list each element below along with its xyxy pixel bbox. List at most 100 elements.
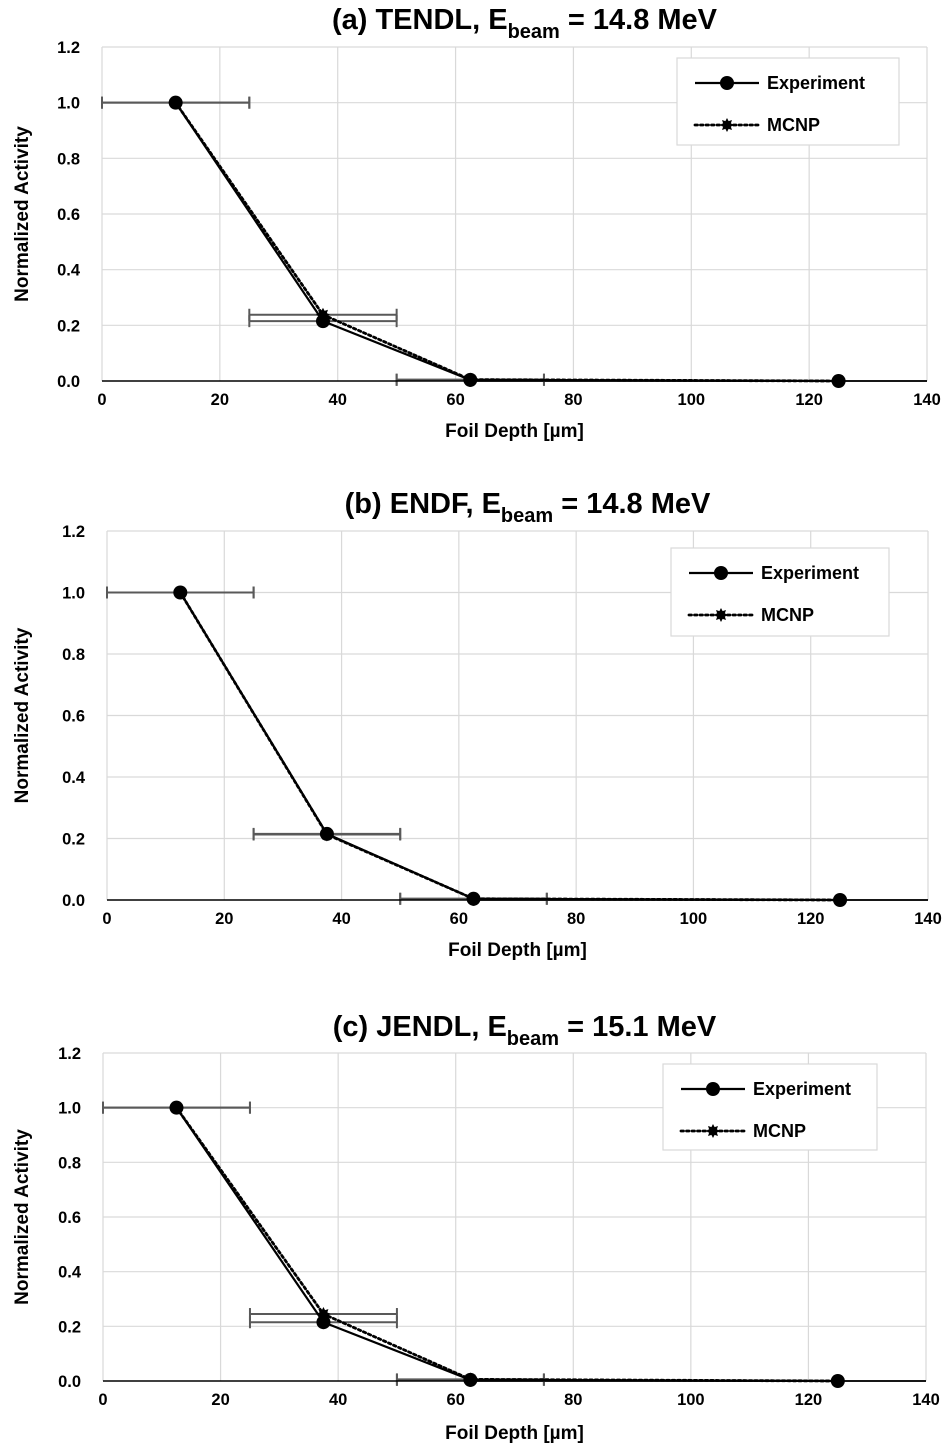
y-tick-label: 0.8 — [58, 1154, 81, 1172]
y-tick-label: 0.6 — [58, 1209, 81, 1227]
x-tick-label: 120 — [795, 1391, 823, 1409]
chart-title: (c) JENDL, Ebeam = 15.1 MeV — [333, 1011, 717, 1050]
x-tick-label: 20 — [211, 391, 229, 409]
legend-marker-experiment — [706, 1082, 720, 1096]
y-tick-label: 0.2 — [57, 317, 80, 335]
chart-title-subscript: beam — [501, 505, 553, 527]
y-tick-label: 0.0 — [57, 373, 80, 391]
x-tick-label: 0 — [98, 1391, 107, 1409]
data-point-mcnp — [315, 307, 330, 322]
x-tick-label: 20 — [211, 1391, 229, 1409]
data-point-mcnp — [463, 1372, 478, 1387]
x-axis-label: Foil Depth [µm] — [445, 1423, 584, 1444]
y-tick-label: 0.6 — [62, 708, 85, 726]
x-tick-label: 120 — [797, 910, 825, 928]
chart-title: (b) ENDF, Ebeam = 14.8 MeV — [345, 488, 711, 527]
legend-label: Experiment — [753, 1079, 851, 1099]
chart-title-main: (b) ENDF, E — [345, 488, 501, 520]
series-line-mcnp — [175, 1106, 840, 1383]
data-point-mcnp — [466, 891, 481, 906]
x-tick-label: 60 — [450, 910, 468, 928]
x-tick-label: 20 — [215, 910, 233, 928]
chart-title-main: (c) JENDL, E — [333, 1011, 507, 1043]
y-tick-label: 0.0 — [62, 892, 85, 910]
x-tick-label: 140 — [913, 391, 941, 409]
y-tick-label: 0.2 — [58, 1318, 81, 1336]
legend-box — [670, 547, 890, 637]
x-tick-label: 80 — [564, 1391, 582, 1409]
x-tick-label: 40 — [332, 910, 350, 928]
x-tick-label: 0 — [97, 391, 106, 409]
y-tick-label: 0.2 — [62, 831, 85, 849]
legend-label: MCNP — [767, 115, 820, 135]
y-axis-label: Normalized Activity — [12, 1129, 33, 1305]
x-tick-label: 60 — [446, 391, 464, 409]
chart-panel-1: (b) ENDF, Ebeam = 14.8 MeV 0 20 40 60 80 100 12… — [12, 488, 942, 961]
series-line-experiment — [179, 591, 841, 902]
chart-title-tail: = 14.8 MeV — [560, 4, 718, 36]
legend: Experiment MCNP — [670, 547, 890, 637]
x-tick-label: 40 — [329, 391, 347, 409]
x-tick-label: 120 — [795, 391, 823, 409]
data-point-experiment — [316, 1315, 331, 1330]
legend-marker-mcnp — [714, 608, 728, 622]
x-tick-label: 140 — [914, 910, 942, 928]
y-tick-label: 0.4 — [62, 769, 86, 787]
x-tick-label: 40 — [329, 1391, 347, 1409]
x-tick-label: 100 — [678, 391, 706, 409]
legend-label: Experiment — [761, 563, 859, 583]
legend-marker-experiment — [720, 76, 734, 90]
legend-box — [662, 1063, 878, 1151]
y-tick-label: 0.4 — [57, 262, 81, 280]
data-point-mcnp — [319, 827, 334, 842]
chart-title-tail: = 15.1 MeV — [559, 1011, 717, 1043]
y-tick-label: 0.4 — [58, 1264, 82, 1282]
data-point-mcnp — [830, 1374, 845, 1388]
legend-marker-mcnp — [706, 1124, 720, 1138]
chart-title-subscript: beam — [508, 21, 560, 43]
x-tick-label: 60 — [447, 1391, 465, 1409]
data-point-mcnp — [316, 1307, 331, 1322]
legend-label: Experiment — [767, 73, 865, 93]
x-axis-label: Foil Depth [µm] — [445, 421, 584, 442]
data-point-mcnp — [463, 372, 478, 387]
y-axis-label: Normalized Activity — [12, 627, 33, 803]
data-point-mcnp — [831, 374, 846, 388]
y-tick-label: 1.2 — [58, 1045, 81, 1063]
data-point-mcnp — [173, 585, 188, 600]
chart-panel-0: (a) TENDL, Ebeam = 14.8 MeV 0 20 40 60 80 100 1… — [12, 4, 941, 442]
data-point-mcnp — [833, 893, 848, 907]
legend: Experiment MCNP — [662, 1063, 878, 1151]
y-tick-label: 0.6 — [57, 206, 80, 224]
x-axis-label: Foil Depth [µm] — [448, 940, 587, 961]
series-line-mcnp — [174, 101, 841, 383]
chart-title-tail: = 14.8 MeV — [553, 488, 711, 520]
x-tick-label: 100 — [677, 1391, 705, 1409]
chart-title-subscript: beam — [507, 1028, 559, 1050]
legend-label: MCNP — [753, 1121, 806, 1141]
series-line-mcnp — [178, 591, 842, 902]
data-point-mcnp — [168, 95, 183, 110]
x-tick-label: 0 — [102, 910, 111, 928]
y-tick-label: 0.8 — [57, 150, 80, 168]
series-line-experiment — [175, 1107, 838, 1383]
y-tick-label: 1.0 — [57, 95, 80, 113]
y-tick-label: 1.0 — [58, 1100, 81, 1118]
x-tick-label: 140 — [912, 1391, 940, 1409]
y-tick-label: 1.0 — [62, 585, 85, 603]
x-tick-label: 80 — [567, 910, 585, 928]
y-tick-label: 1.2 — [62, 523, 85, 541]
y-tick-label: 1.2 — [57, 39, 80, 57]
legend-marker-experiment — [714, 566, 728, 580]
y-tick-label: 0.0 — [58, 1373, 81, 1391]
x-tick-label: 80 — [564, 391, 582, 409]
legend-marker-mcnp — [720, 118, 734, 132]
chart-panel-2: (c) JENDL, Ebeam = 15.1 MeV 0 20 40 60 80 100 1… — [12, 1011, 940, 1444]
x-tick-label: 100 — [680, 910, 708, 928]
chart-title: (a) TENDL, Ebeam = 14.8 MeV — [332, 4, 718, 43]
legend-label: MCNP — [761, 605, 814, 625]
chart-title-main: (a) TENDL, E — [332, 4, 508, 36]
data-point-mcnp — [169, 1100, 184, 1115]
legend: Experiment MCNP — [676, 57, 900, 146]
